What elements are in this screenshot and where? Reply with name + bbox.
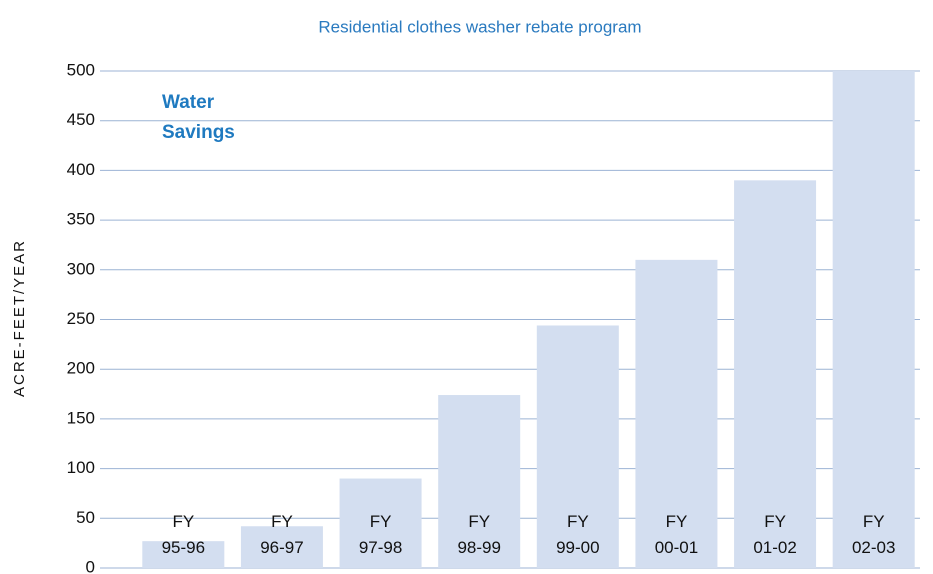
y-tick-label: 200 xyxy=(67,359,95,378)
y-tick-label: 0 xyxy=(86,557,95,574)
y-axis-label: ACRE-FEET/YEAR xyxy=(11,239,28,397)
chart-title: Residential clothes washer rebate progra… xyxy=(318,17,641,36)
bar xyxy=(240,526,323,568)
y-tick-label: 150 xyxy=(67,408,95,427)
y-tick-label: 400 xyxy=(67,160,95,179)
x-tick-label: FY 95-96 xyxy=(162,512,205,557)
bar xyxy=(339,478,422,568)
y-tick-label: 100 xyxy=(67,458,95,477)
bar xyxy=(832,71,915,568)
x-tick-label: FY 02-03 xyxy=(852,512,895,557)
x-tick-label: FY 98-99 xyxy=(457,512,500,557)
bar xyxy=(734,180,817,568)
x-tick-label: FY 00-01 xyxy=(655,512,698,557)
y-tick-label: 250 xyxy=(67,309,95,328)
bar xyxy=(536,325,619,568)
x-tick-label: FY 97-98 xyxy=(359,512,402,557)
y-tick-label: 350 xyxy=(67,210,95,229)
y-tick-label: 450 xyxy=(67,110,95,129)
y-tick-label: 300 xyxy=(67,259,95,278)
bar xyxy=(142,541,225,568)
bar xyxy=(635,259,718,568)
y-tick-label: 500 xyxy=(67,60,95,79)
y-tick-label: 50 xyxy=(76,508,95,527)
x-tick-label: FY 96-97 xyxy=(260,512,303,557)
x-tick-label: FY 99-00 xyxy=(556,512,599,557)
x-tick-label: FY 01-02 xyxy=(753,512,796,557)
annotation: Water Savings xyxy=(162,92,235,143)
bar xyxy=(438,395,521,568)
